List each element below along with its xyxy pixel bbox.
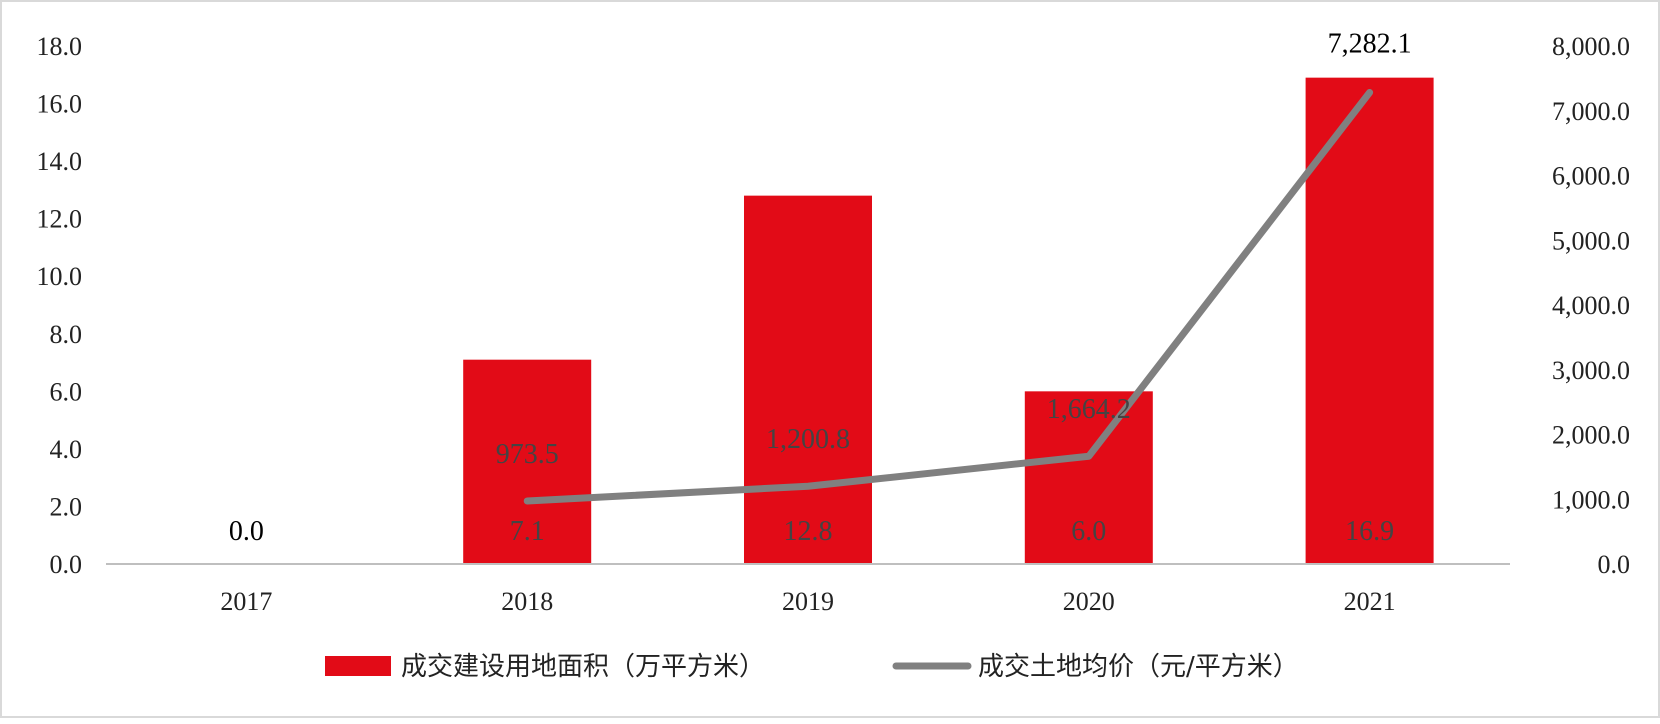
legend-label-price: 成交土地均价（元/平方米） (978, 652, 1299, 682)
legend-label-area: 成交建设用地面积（万平方米） (401, 652, 765, 682)
bar-value-label: 7.1 (510, 516, 545, 547)
price-line (523, 88, 1374, 505)
y-left-tick-label: 16.0 (37, 90, 83, 119)
y-left-tick-label: 10.0 (37, 262, 83, 291)
x-tick-label: 2021 (1344, 587, 1396, 616)
ticks-layer: 0.0 2.0 4.0 6.0 8.0 10.0 12.0 14.0 16.0 18.0 0.0 1,… (37, 32, 1631, 616)
bars-layer (463, 77, 1434, 565)
x-tick-label: 2020 (1063, 587, 1115, 616)
y-right-tick-label: 1,000.0 (1552, 485, 1630, 514)
y-right-tick-label: 6,000.0 (1552, 162, 1630, 191)
line-value-label: 1,200.8 (766, 424, 850, 455)
bar-2021 (1305, 77, 1434, 565)
y-right-tick-label: 7,000.0 (1552, 97, 1630, 126)
line-value-label: 7,282.1 (1328, 28, 1412, 59)
y-right-tick-label: 2,000.0 (1552, 421, 1630, 450)
line-value-label: 1,664.2 (1047, 394, 1131, 425)
legend: 成交建设用地面积（万平方米） 成交土地均价（元/平方米） (325, 652, 1299, 682)
bar-2020 (1024, 391, 1153, 564)
bar-value-label: 6.0 (1071, 516, 1106, 547)
y-left-tick-label: 4.0 (50, 435, 83, 464)
bar-value-label: 0.0 (229, 516, 264, 547)
y-left-tick-label: 8.0 (50, 320, 83, 349)
y-left-tick-label: 6.0 (50, 377, 83, 406)
y-left-tick-label: 12.0 (37, 205, 83, 234)
y-left-tick-label: 18.0 (37, 32, 83, 61)
legend-swatch-area (325, 656, 391, 676)
y-right-tick-label: 3,000.0 (1552, 356, 1630, 385)
y-right-tick-label: 0.0 (1598, 550, 1631, 579)
y-right-tick-label: 8,000.0 (1552, 32, 1630, 61)
x-tick-label: 2017 (220, 587, 272, 616)
y-left-tick-label: 0.0 (50, 550, 83, 579)
bar-value-label: 16.9 (1345, 516, 1394, 547)
bar-2018 (463, 359, 592, 564)
bar-2019 (744, 195, 872, 564)
labels-layer: 0.0 7.1 12.8 6.0 16.9 973.5 1,200.8 1,664.2 7,28… (229, 28, 1412, 547)
y-left-tick-label: 2.0 (50, 492, 83, 521)
y-right-tick-label: 4,000.0 (1552, 291, 1630, 320)
y-right-tick-label: 5,000.0 (1552, 226, 1630, 255)
bar-value-label: 12.8 (784, 516, 833, 547)
line-layer (523, 88, 1374, 505)
line-value-label: 973.5 (496, 439, 559, 470)
x-tick-label: 2019 (782, 587, 834, 616)
x-tick-label: 2018 (501, 587, 553, 616)
y-left-tick-label: 14.0 (37, 147, 83, 176)
